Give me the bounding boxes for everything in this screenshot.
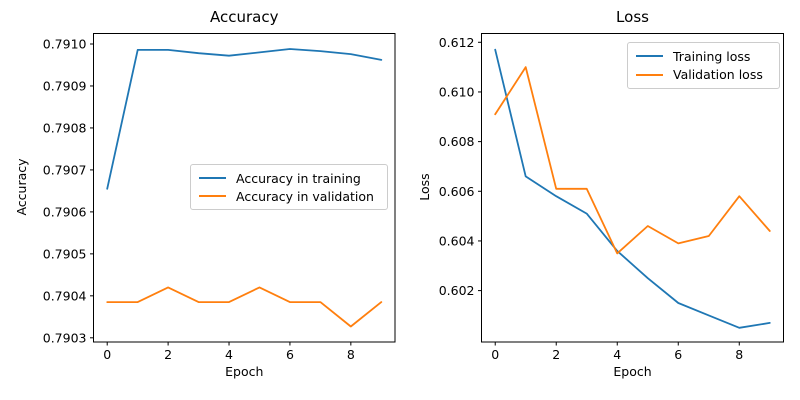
y-tick-label: 0.7905 — [43, 246, 87, 261]
y-tick-label: 0.604 — [439, 233, 475, 248]
legend-item: Training loss — [636, 47, 771, 66]
loss-legend: Training loss Validation loss — [627, 42, 780, 89]
x-tick-label: 0 — [491, 347, 499, 362]
x-tick-label: 0 — [103, 347, 111, 362]
x-tick-label: 6 — [674, 347, 682, 362]
x-tick-label: 8 — [735, 347, 743, 362]
y-tick-label: 0.610 — [439, 84, 475, 99]
validation-loss-line — [494, 66, 771, 255]
y-tick-label: 0.7907 — [43, 162, 87, 177]
loss-chart-title: Loss — [616, 8, 649, 26]
legend-label: Training loss — [673, 48, 751, 64]
legend-label: Validation loss — [673, 67, 763, 83]
accuracy-chart-title: Accuracy — [210, 8, 279, 26]
accuracy-in-training-line — [106, 48, 383, 190]
legend-item: Validation loss — [636, 66, 771, 85]
y-tick-label: 0.606 — [439, 184, 475, 199]
validation-loss-line-sample — [636, 73, 663, 76]
accuracy-y-axis-label: Accuracy — [14, 158, 29, 216]
training-accuracy-line-sample — [199, 177, 226, 179]
y-tick-label: 0.7909 — [43, 78, 87, 93]
y-tick-label: 0.7904 — [43, 288, 87, 303]
loss-y-axis-label: Loss — [417, 173, 432, 201]
loss-chart: 0.602 0.604 0.606 0.608 0.610 0.612 0 2 4 6 8 Loss… — [400, 0, 800, 400]
y-tick-label: 0.7903 — [43, 330, 87, 345]
x-tick-label: 8 — [347, 347, 355, 362]
accuracy-x-axis-label: Epoch — [225, 364, 264, 379]
plot-spines — [93, 33, 396, 343]
x-tick-label: 2 — [164, 347, 172, 362]
plot-spines — [481, 33, 784, 343]
y-tick-label: 0.7910 — [43, 36, 87, 51]
y-tick-label: 0.602 — [439, 283, 475, 298]
accuracy-plot-area: 0.7903 0.7904 0.7905 0.7906 0.7907 0.7908 0.79… — [43, 33, 396, 362]
x-tick-label: 4 — [225, 347, 233, 362]
x-tick-label: 2 — [552, 347, 560, 362]
accuracy-chart: 0.7903 0.7904 0.7905 0.7906 0.7907 0.7908 0.79… — [14, 8, 396, 379]
accuracy-in-validation-line — [106, 286, 383, 328]
training-loss-line — [494, 48, 771, 329]
loss-x-axis-label: Epoch — [613, 364, 652, 379]
training-loss-line-sample — [636, 55, 663, 58]
legend-item: Accuracy in training — [199, 169, 379, 187]
x-tick-label: 4 — [613, 347, 621, 362]
y-tick-label: 0.7908 — [43, 120, 87, 135]
y-tick-label: 0.608 — [439, 134, 475, 149]
y-tick-label: 0.612 — [439, 35, 475, 50]
loss-plot-area: 0.602 0.604 0.606 0.608 0.610 0.612 0 2 4 6 8 — [439, 33, 784, 362]
accuracy-legend: Accuracy in training Accuracy in validat… — [190, 164, 388, 210]
legend-label: Accuracy in training — [236, 170, 361, 186]
legend-label: Accuracy in validation — [236, 188, 374, 204]
validation-accuracy-line-sample — [199, 195, 226, 197]
legend-item: Accuracy in validation — [199, 187, 379, 205]
x-tick-label: 6 — [286, 347, 294, 362]
y-tick-label: 0.7906 — [43, 204, 87, 219]
